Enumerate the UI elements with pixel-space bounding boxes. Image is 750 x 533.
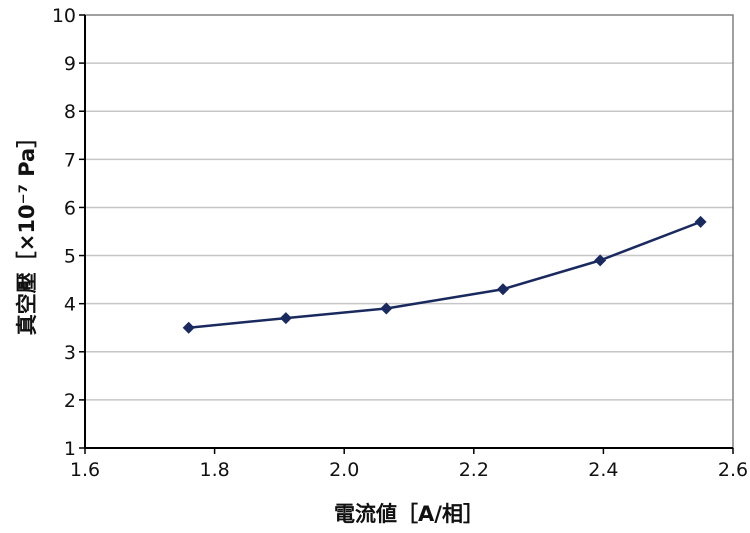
y-tick-label: 4 [64,294,76,316]
y-tick-label: 7 [64,149,76,171]
y-tick-label: 6 [64,197,76,219]
y-tick-label: 2 [64,390,76,412]
y-tick-label: 8 [64,101,76,123]
series-line [188,220,702,329]
data-point-marker [279,312,292,325]
x-axis-title: 電流値［A/相］ [334,502,484,526]
y-tick-label: 9 [64,53,76,75]
x-tick-label: 2.2 [459,459,489,481]
x-tick-label: 1.8 [199,459,229,481]
y-tick-labels: 1 2 3 4 5 6 7 8 9 10 [52,5,85,460]
y-axis-title: 真空壓［×10⁻⁷ Pa］ [15,127,39,335]
series-layer [182,215,707,334]
data-point-marker [496,283,509,296]
data-point-marker [182,321,195,334]
y-tick-label: 1 [64,438,76,460]
x-tick-label: 2.0 [329,459,359,481]
data-point-marker [594,254,607,267]
data-point-marker [380,302,393,315]
y-tick-label: 5 [64,246,76,268]
data-point-marker [694,215,707,228]
plot-frame [84,14,734,449]
x-tick-label: 2.6 [718,459,748,481]
x-tick-label: 1.6 [70,459,100,481]
y-tick-label: 10 [52,5,76,27]
x-tick-labels: 1.6 1.8 2.0 2.2 2.4 2.6 [70,448,748,481]
x-tick-label: 2.4 [588,459,618,481]
y-tick-label: 3 [64,342,76,364]
grid-lines [85,62,733,401]
